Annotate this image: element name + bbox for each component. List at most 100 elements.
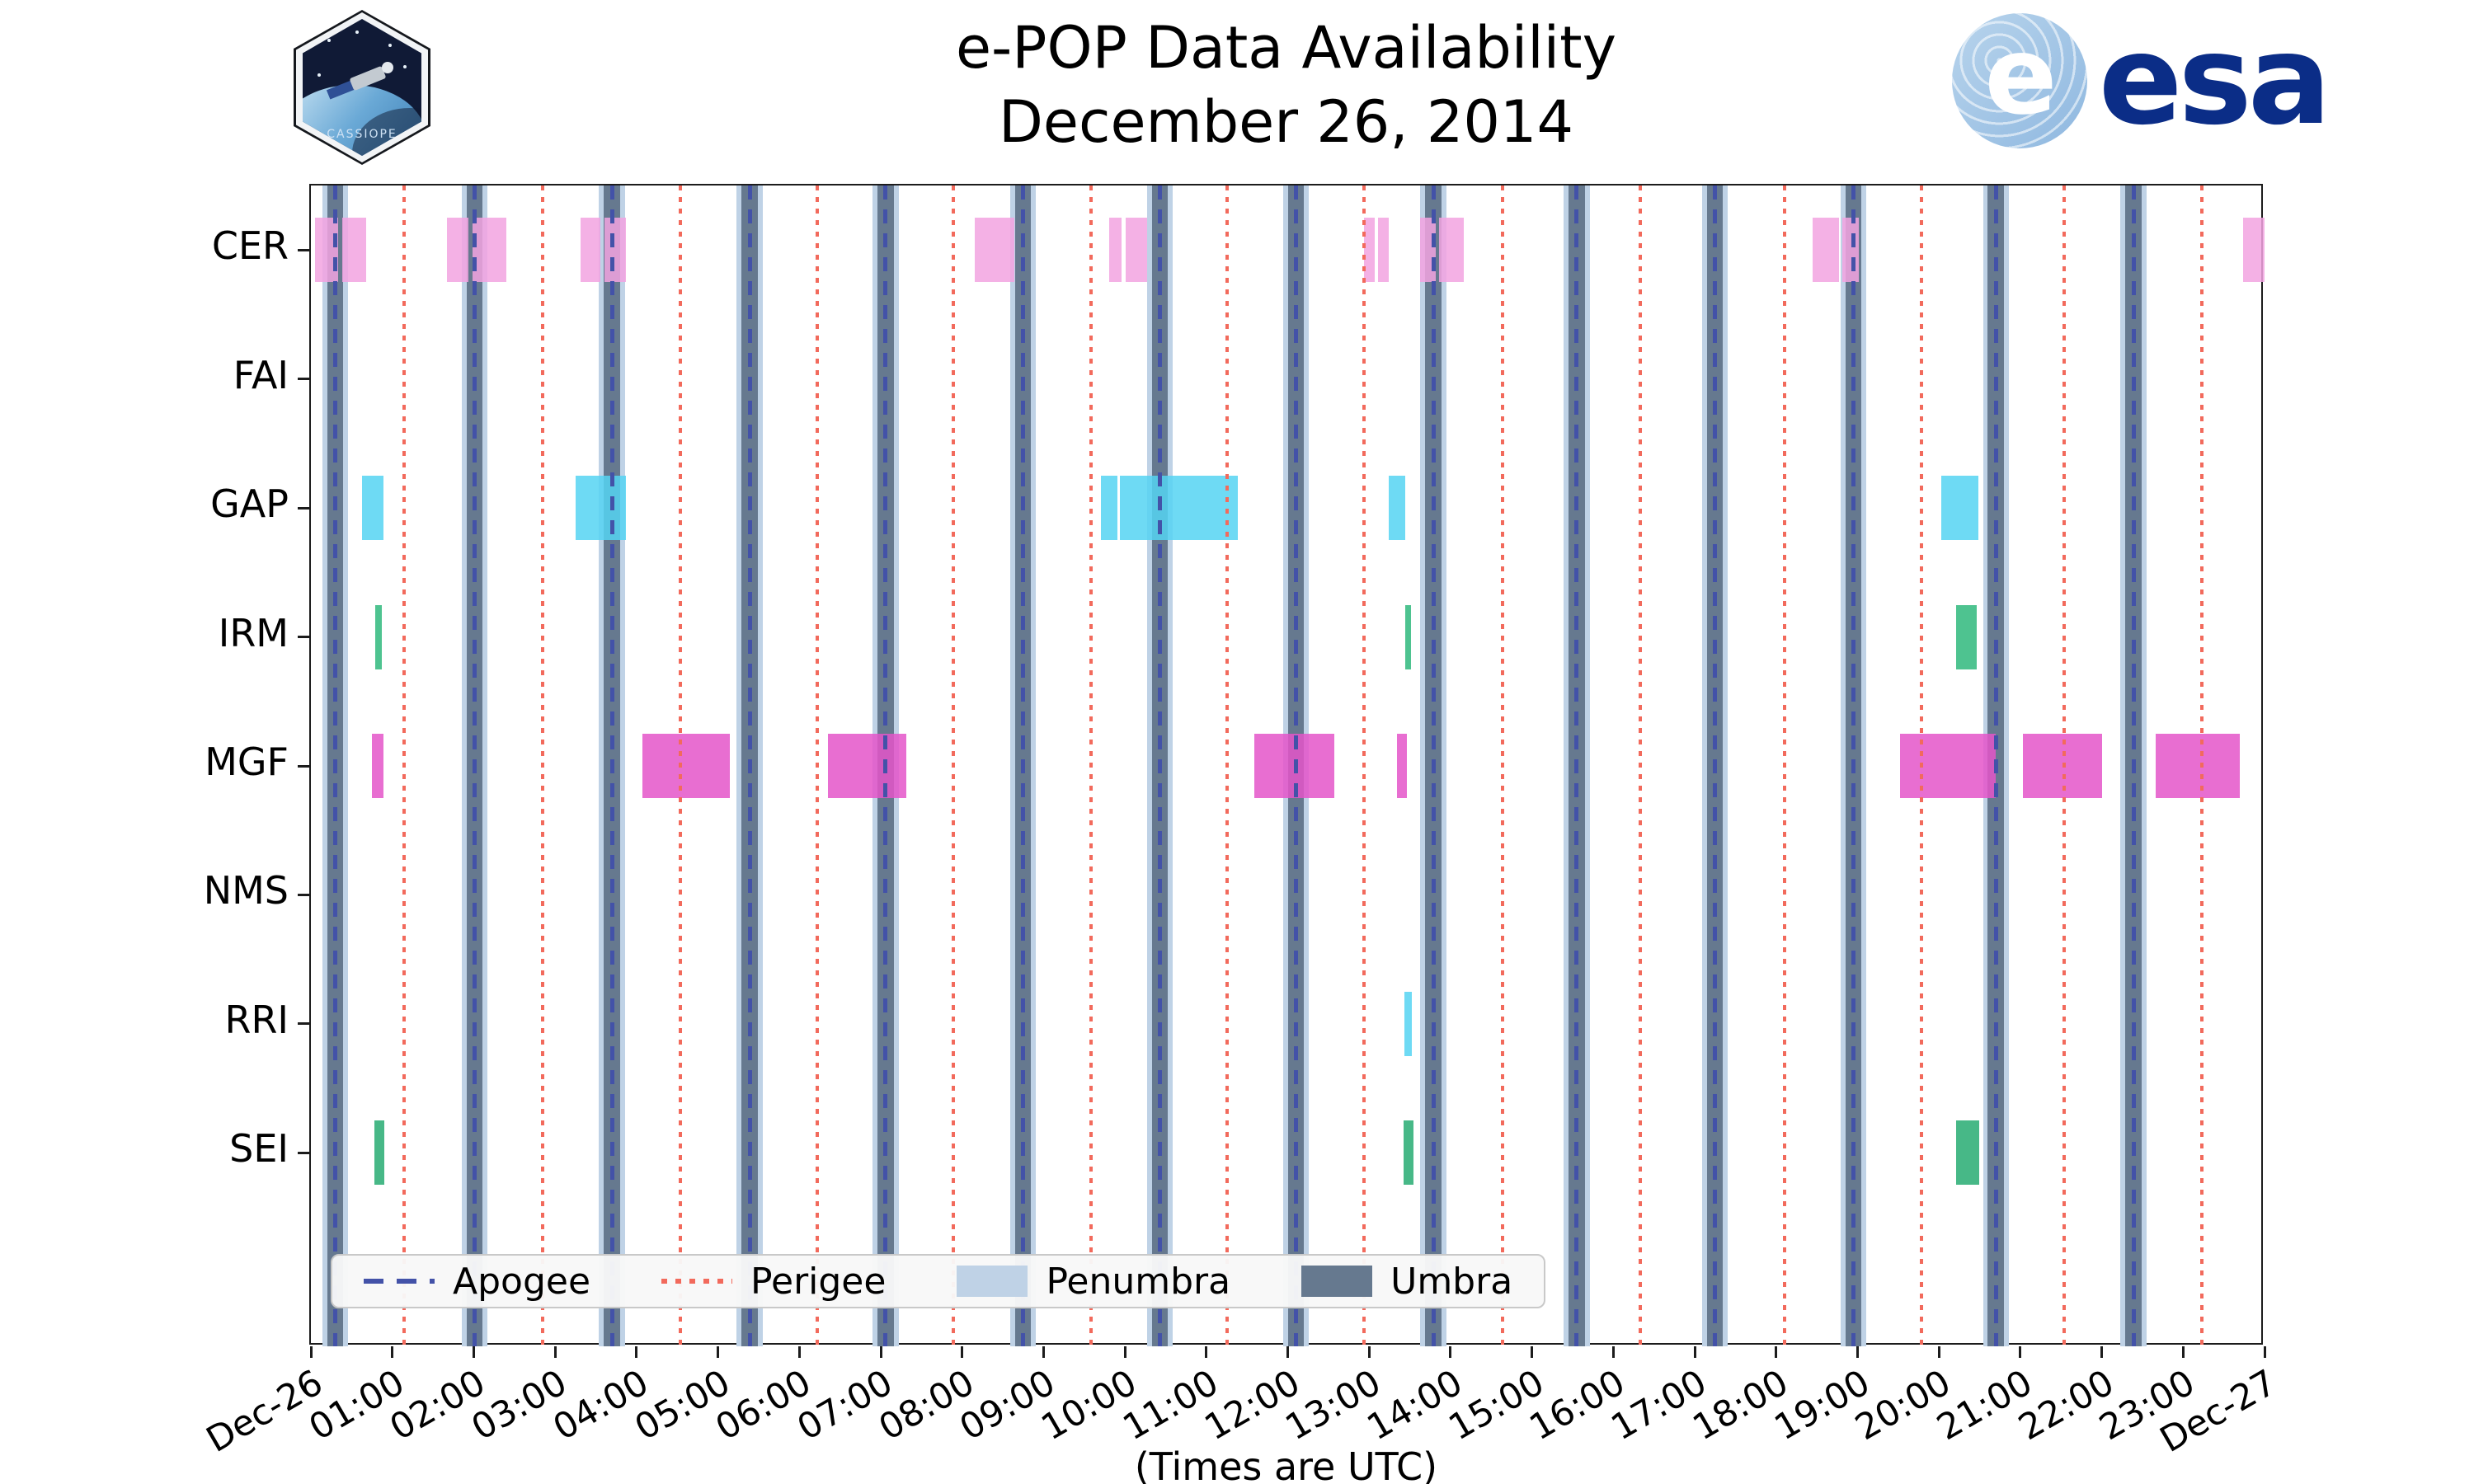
legend-item-perigee: Perigee [661, 1261, 886, 1303]
perigee-line [1782, 186, 1786, 1346]
perigee-line [1638, 186, 1642, 1346]
cassiope-mission-patch: CASSIOPE [294, 10, 430, 165]
apogee-line [1574, 186, 1579, 1346]
mgf-availability-bar [1899, 734, 1997, 798]
star-icon [403, 65, 407, 68]
legend-label: Perigee [750, 1260, 887, 1303]
perigee-line [1089, 186, 1093, 1346]
y-tick-mark [298, 893, 309, 896]
apogee-line [747, 186, 752, 1346]
x-tick-mark [553, 1346, 557, 1358]
mgf-availability-bar [2155, 734, 2241, 798]
legend-item-apogee: Apogee [364, 1261, 590, 1303]
mgf-availability-bar [1396, 734, 1407, 798]
cer-availability-bar [446, 218, 469, 283]
x-tick-mark [1856, 1346, 1859, 1358]
cer-availability-bar [473, 218, 506, 283]
cer-availability-bar [1364, 218, 1376, 283]
x-tick-mark [961, 1346, 964, 1358]
y-tick-mark [298, 1022, 309, 1026]
y-axis-label-nms: NMS [203, 868, 289, 913]
y-axis-label-irm: IRM [218, 610, 289, 655]
x-tick-mark [717, 1346, 719, 1358]
legend-patch-sample [1301, 1266, 1373, 1297]
perigee-line [951, 186, 955, 1346]
y-axis-label-sei: SEI [229, 1126, 289, 1172]
y-tick-mark [298, 248, 309, 251]
star-icon [317, 73, 321, 77]
apogee-line [1293, 186, 1298, 1346]
legend-label: Apogee [453, 1260, 591, 1303]
y-axis-label-gap: GAP [210, 481, 289, 527]
x-tick-mark [2181, 1346, 2185, 1358]
x-tick-mark [309, 1346, 313, 1358]
x-tick-mark [2019, 1346, 2022, 1358]
cer-availability-bar [341, 218, 367, 283]
x-tick-mark [1205, 1346, 1208, 1358]
perigee-line [816, 186, 819, 1346]
legend: Apogee Perigee Penumbra Umbra [331, 1254, 1546, 1308]
perigee-line [1920, 186, 1924, 1346]
gap-availability-bar [362, 476, 383, 541]
apogee-line [883, 186, 888, 1346]
irm-availability-bar [375, 604, 382, 669]
cer-availability-bar [2243, 218, 2265, 283]
mgf-availability-bar [2022, 734, 2103, 798]
x-tick-mark [2100, 1346, 2104, 1358]
cer-availability-bar [1378, 218, 1389, 283]
legend-label: Umbra [1390, 1260, 1513, 1303]
perigee-line [1225, 186, 1229, 1346]
esa-globe-icon: e [1951, 13, 2087, 148]
star-icon [327, 39, 331, 42]
cer-availability-bar [1126, 218, 1147, 283]
perigee-line [541, 186, 545, 1346]
gap-availability-bar [1100, 476, 1118, 541]
gap-availability-bar [1388, 476, 1405, 541]
y-tick-mark [298, 506, 309, 510]
apogee-line [333, 186, 338, 1346]
x-tick-mark [879, 1346, 882, 1358]
y-axis-label-mgf: MGF [205, 740, 289, 784]
irm-availability-bar [1955, 604, 1977, 669]
x-tick-mark [1449, 1346, 1452, 1358]
mgf-availability-bar [642, 734, 731, 798]
x-tick-mark [1531, 1346, 1534, 1358]
cer-availability-bar [604, 218, 626, 283]
irm-availability-bar [1404, 604, 1412, 669]
apogee-line [609, 186, 614, 1346]
apogee-line [1021, 186, 1026, 1346]
y-tick-mark [298, 636, 309, 639]
y-tick-mark [298, 764, 309, 768]
sei-availability-bar [374, 1120, 384, 1186]
perigee-line [679, 186, 683, 1346]
x-tick-mark [472, 1346, 475, 1358]
x-tick-mark [2263, 1346, 2266, 1358]
y-axis-label-rri: RRI [224, 997, 289, 1042]
star-icon [355, 31, 359, 34]
rri-availability-bar [1404, 991, 1412, 1056]
legend-dashed-line-sample [364, 1279, 435, 1284]
satellite-dish-icon [382, 62, 393, 73]
mgf-availability-bar [827, 734, 906, 798]
y-axis-label-fai: FAI [233, 352, 289, 397]
legend-item-umbra: Umbra [1301, 1261, 1512, 1303]
chart-title-block: e-POP Data Availability December 26, 201… [309, 12, 2263, 159]
gap-availability-bar [575, 476, 626, 541]
apogee-line [2131, 186, 2136, 1346]
perigee-line [402, 186, 406, 1346]
x-tick-mark [1042, 1346, 1045, 1358]
apogee-line [1158, 186, 1162, 1346]
cer-availability-bar [1813, 218, 1839, 283]
cer-availability-bar [1439, 218, 1464, 283]
apogee-line [1851, 186, 1856, 1346]
legend-item-penumbra: Penumbra [957, 1261, 1230, 1303]
x-tick-mark [1775, 1346, 1778, 1358]
apogee-line [1431, 186, 1436, 1346]
esa-logo: e esa [1951, 13, 2331, 148]
x-tick-mark [1693, 1346, 1696, 1358]
cer-availability-bar [580, 218, 601, 283]
perigee-line [1362, 186, 1366, 1346]
chart-subtitle: December 26, 2014 [999, 87, 1573, 156]
x-tick-mark [1123, 1346, 1126, 1358]
